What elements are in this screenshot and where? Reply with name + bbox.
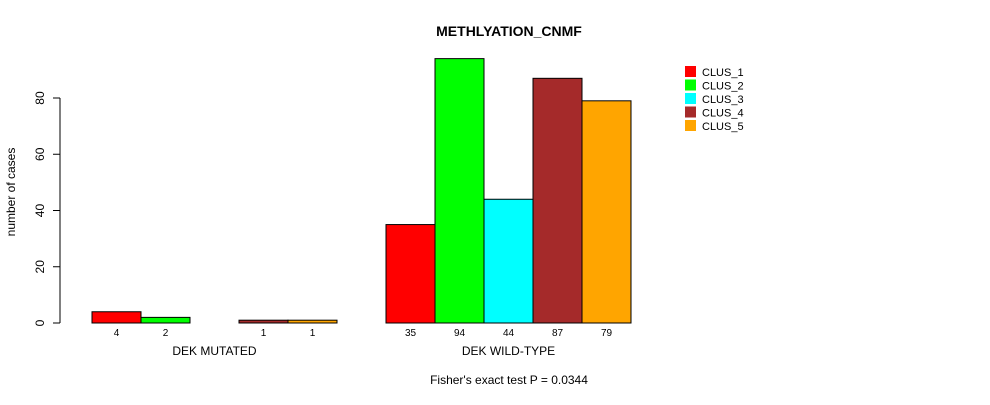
bars: 4 2 1 1 DEK MUTATED 35 94 44 87 79 DEK WILD-TYPE [91,58,632,358]
y-tick-label: 60 [33,147,47,161]
bar-count-label: 2 [163,328,169,339]
legend-label: CLUS_4 [702,108,744,120]
legend-swatch [685,66,696,77]
chart-title: METHLYATION_CNMF [436,23,582,39]
group-label: DEK MUTATED [172,344,257,358]
bar-count-label: 35 [405,328,417,339]
legend-swatch [685,120,696,131]
y-axis-label: number of cases [4,148,18,237]
bar-clus-4 [532,77,583,324]
bar-count-label: 79 [601,328,613,339]
legend-label: CLUS_2 [702,81,744,93]
legend-swatch [685,93,696,104]
group-label: DEK WILD-TYPE [462,344,555,358]
bar-clus-1 [385,224,436,324]
bar-clus-5 [287,319,338,324]
y-tick-label: 0 [33,319,47,326]
bar-count-label: 94 [454,328,466,339]
bar-clus-2 [140,316,191,324]
bar-clus-1 [91,311,142,324]
legend-label: CLUS_1 [702,67,744,79]
bar-clus-3 [483,198,534,324]
bar-clus-2 [434,58,485,324]
bar-count-label: 1 [261,328,267,339]
y-tick-label: 80 [33,91,47,105]
bar-count-label: 87 [552,328,564,339]
fisher-test-footer: Fisher's exact test P = 0.0344 [430,373,588,387]
y-axis: 0 20 40 60 80 [33,91,61,326]
legend-label: CLUS_5 [702,121,744,133]
legend-swatch [685,106,696,118]
legend-swatch [685,79,696,91]
legend-label: CLUS_3 [702,94,744,106]
bar-count-label: 44 [503,328,515,339]
bar-clus-4 [238,319,289,324]
bar-count-label: 1 [310,328,316,339]
y-tick-label: 40 [33,204,47,218]
bar-clus-5 [581,100,632,324]
y-tick-label: 20 [33,260,47,274]
bar-count-label: 4 [114,328,120,339]
